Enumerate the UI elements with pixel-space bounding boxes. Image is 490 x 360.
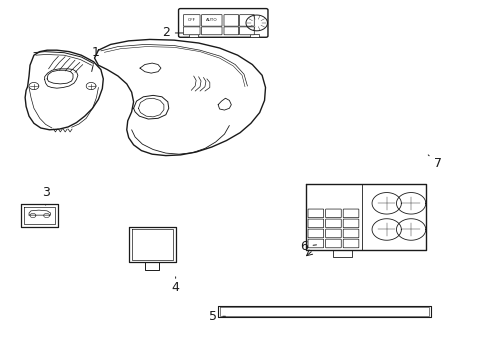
FancyBboxPatch shape [343,209,359,218]
FancyBboxPatch shape [308,229,324,238]
Text: 7: 7 [428,155,442,170]
Text: 3: 3 [42,186,49,205]
FancyBboxPatch shape [343,229,359,238]
FancyBboxPatch shape [183,27,200,35]
FancyBboxPatch shape [308,219,324,228]
FancyBboxPatch shape [183,15,200,26]
FancyBboxPatch shape [326,219,341,228]
Text: 4: 4 [172,277,179,294]
FancyBboxPatch shape [343,239,359,248]
FancyBboxPatch shape [224,15,239,26]
FancyBboxPatch shape [326,239,341,248]
FancyBboxPatch shape [240,15,254,26]
Text: OFF: OFF [188,18,196,22]
FancyBboxPatch shape [326,229,341,238]
FancyBboxPatch shape [201,27,222,35]
FancyBboxPatch shape [224,27,239,35]
FancyBboxPatch shape [343,219,359,228]
FancyBboxPatch shape [201,15,222,26]
FancyBboxPatch shape [308,239,324,248]
FancyBboxPatch shape [308,209,324,218]
Text: 2: 2 [162,27,191,40]
Text: 5: 5 [209,310,225,323]
FancyBboxPatch shape [240,27,254,35]
FancyBboxPatch shape [178,9,268,37]
Bar [250,35,259,37]
Bar [189,35,197,37]
Text: AUTO: AUTO [206,18,218,22]
Text: 6: 6 [300,240,317,253]
Text: 1: 1 [92,46,100,72]
FancyBboxPatch shape [326,209,341,218]
